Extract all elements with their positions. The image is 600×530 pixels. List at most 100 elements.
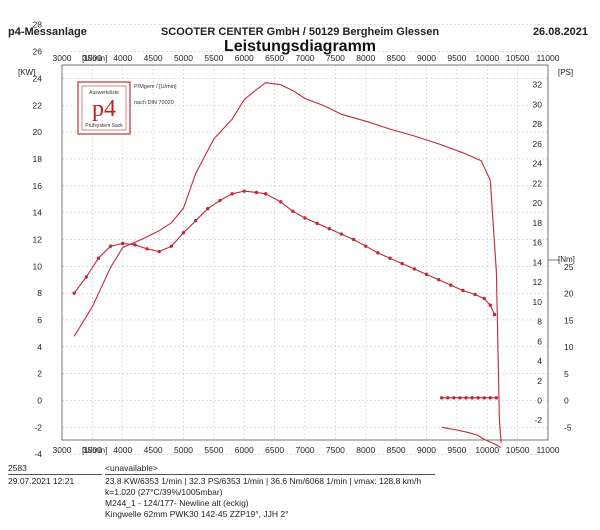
series-2-point bbox=[206, 206, 210, 211]
tick-x-bottom: 10500 bbox=[506, 445, 530, 455]
tick-x-bottom: 5000 bbox=[174, 445, 193, 455]
series-2-point bbox=[96, 256, 101, 260]
tick-kw: 28 bbox=[33, 20, 43, 30]
tick-kw: -4 bbox=[34, 449, 42, 459]
tick-x-bottom: 11000 bbox=[536, 445, 559, 455]
tick-x-bottom: 8000 bbox=[356, 445, 375, 455]
series-3-point bbox=[464, 396, 468, 400]
logo-bottom-text: Prüfsystem Sack bbox=[85, 123, 123, 129]
unit-x-top: [U/min] bbox=[82, 54, 107, 63]
tick-x-bottom: 3500 bbox=[83, 445, 102, 455]
tick-kw: 22 bbox=[33, 100, 43, 110]
series-2-point bbox=[339, 232, 344, 236]
tick-kw: 20 bbox=[33, 127, 43, 137]
tick-kw: 8 bbox=[37, 288, 42, 298]
series-3-point bbox=[446, 396, 450, 400]
series-2-point bbox=[351, 237, 356, 242]
tick-x-bottom: 10000 bbox=[475, 445, 499, 455]
tick-ps: 30 bbox=[533, 99, 543, 109]
series-2-line bbox=[73, 190, 496, 315]
tick-x-top: 11000 bbox=[536, 53, 559, 63]
company-label: SCOOTER CENTER GmbH / 50129 Bergheim Gle… bbox=[160, 26, 440, 38]
tick-ps: 24 bbox=[533, 159, 543, 169]
series-2-point bbox=[424, 272, 429, 277]
tick-x-top: 9500 bbox=[447, 53, 466, 63]
tick-x-top: 7500 bbox=[326, 53, 345, 63]
tick-x-bottom: 7000 bbox=[296, 445, 315, 455]
tick-kw: 0 bbox=[37, 396, 42, 406]
series-2-point bbox=[291, 209, 295, 213]
unit-kw: [KW] bbox=[18, 68, 35, 77]
tick-x-top: 8000 bbox=[356, 53, 375, 63]
station-label: p4-Messanlage bbox=[8, 26, 87, 38]
tick-x-bottom: 5500 bbox=[204, 445, 223, 455]
series-2-point bbox=[279, 200, 283, 204]
tick-ps: 12 bbox=[533, 277, 543, 287]
legend: P/Mgem / [U/min] nach DIN 70020 bbox=[134, 84, 177, 106]
series-4-line bbox=[441, 426, 501, 448]
correction-factor: k=1.020 (27°C/39%/1005mbar) bbox=[105, 487, 223, 497]
tick-ps: 14 bbox=[533, 257, 543, 267]
series-2-point bbox=[388, 256, 392, 260]
series-2-point bbox=[412, 267, 417, 271]
tick-ps: 18 bbox=[533, 218, 543, 228]
series-2-point bbox=[218, 198, 222, 203]
series-3-point bbox=[452, 396, 456, 400]
tick-x-bottom: 7500 bbox=[326, 445, 345, 455]
tick-x-top: 3000 bbox=[53, 53, 72, 63]
series-2-point bbox=[145, 247, 149, 251]
series-2-point bbox=[157, 249, 161, 254]
dyno-chart: Auswerteliste p4 Prüfsystem Sack P/Mgem … bbox=[18, 20, 575, 459]
tick-x-top: 6000 bbox=[235, 53, 254, 63]
series-2-point bbox=[364, 244, 368, 248]
tick-ps: 8 bbox=[537, 317, 542, 327]
tick-nm: 0 bbox=[564, 396, 569, 406]
grid-lines bbox=[61, 24, 549, 455]
tick-ps: 32 bbox=[533, 80, 543, 90]
tick-x-top: 10000 bbox=[475, 53, 499, 63]
series-2-point bbox=[482, 296, 486, 301]
tick-nm: -5 bbox=[564, 422, 572, 432]
tick-nm: 15 bbox=[564, 315, 574, 325]
tick-x-bottom: 4500 bbox=[144, 445, 163, 455]
series-2-point bbox=[400, 261, 404, 266]
series-3-point bbox=[470, 396, 474, 400]
tick-kw: 12 bbox=[33, 234, 43, 244]
tick-kw: 10 bbox=[33, 261, 43, 271]
series-3-point bbox=[476, 396, 480, 400]
tick-x-bottom: 4000 bbox=[113, 445, 132, 455]
tick-x-top: 5500 bbox=[204, 53, 223, 63]
series-3-point bbox=[488, 396, 492, 400]
tick-ps: -2 bbox=[534, 415, 542, 425]
legend-line-1: P/Mgem / [U/min] bbox=[134, 84, 177, 90]
tick-x-bottom: 6000 bbox=[235, 445, 254, 455]
tick-x-top: 6500 bbox=[265, 53, 284, 63]
series-2-point bbox=[72, 291, 76, 295]
tick-kw: 24 bbox=[33, 73, 43, 83]
tick-kw: 26 bbox=[33, 47, 43, 57]
series-2-point bbox=[376, 251, 380, 255]
plot-frame bbox=[61, 64, 549, 441]
tick-x-top: 7000 bbox=[296, 53, 315, 63]
series-2-point bbox=[263, 192, 268, 196]
result-summary: 23.8 KW/6353 1/min | 32.3 PS/6353 1/min … bbox=[105, 476, 422, 486]
series-2-point bbox=[436, 278, 441, 282]
tick-x-top: 5000 bbox=[174, 53, 193, 63]
series-1-line bbox=[73, 82, 502, 443]
measurement-id: 2583 bbox=[8, 463, 27, 473]
tick-x-top: 3500 bbox=[83, 53, 102, 63]
series-2-point bbox=[315, 221, 319, 226]
tick-ps: 16 bbox=[533, 238, 543, 248]
tick-ps: 22 bbox=[533, 178, 543, 188]
unit-ps: [PS] bbox=[558, 68, 573, 77]
tick-ps: 20 bbox=[533, 198, 543, 208]
tick-ps: 26 bbox=[533, 139, 543, 149]
series-2-point bbox=[327, 227, 331, 231]
tick-nm: 20 bbox=[564, 289, 574, 299]
series-2-point bbox=[473, 292, 477, 297]
tick-x-bottom: 3000 bbox=[53, 445, 72, 455]
series-3-point bbox=[482, 396, 486, 400]
tick-x-bottom: 6500 bbox=[265, 445, 284, 455]
tick-ps: 10 bbox=[533, 297, 543, 307]
logo-mark: p4 bbox=[92, 96, 116, 122]
